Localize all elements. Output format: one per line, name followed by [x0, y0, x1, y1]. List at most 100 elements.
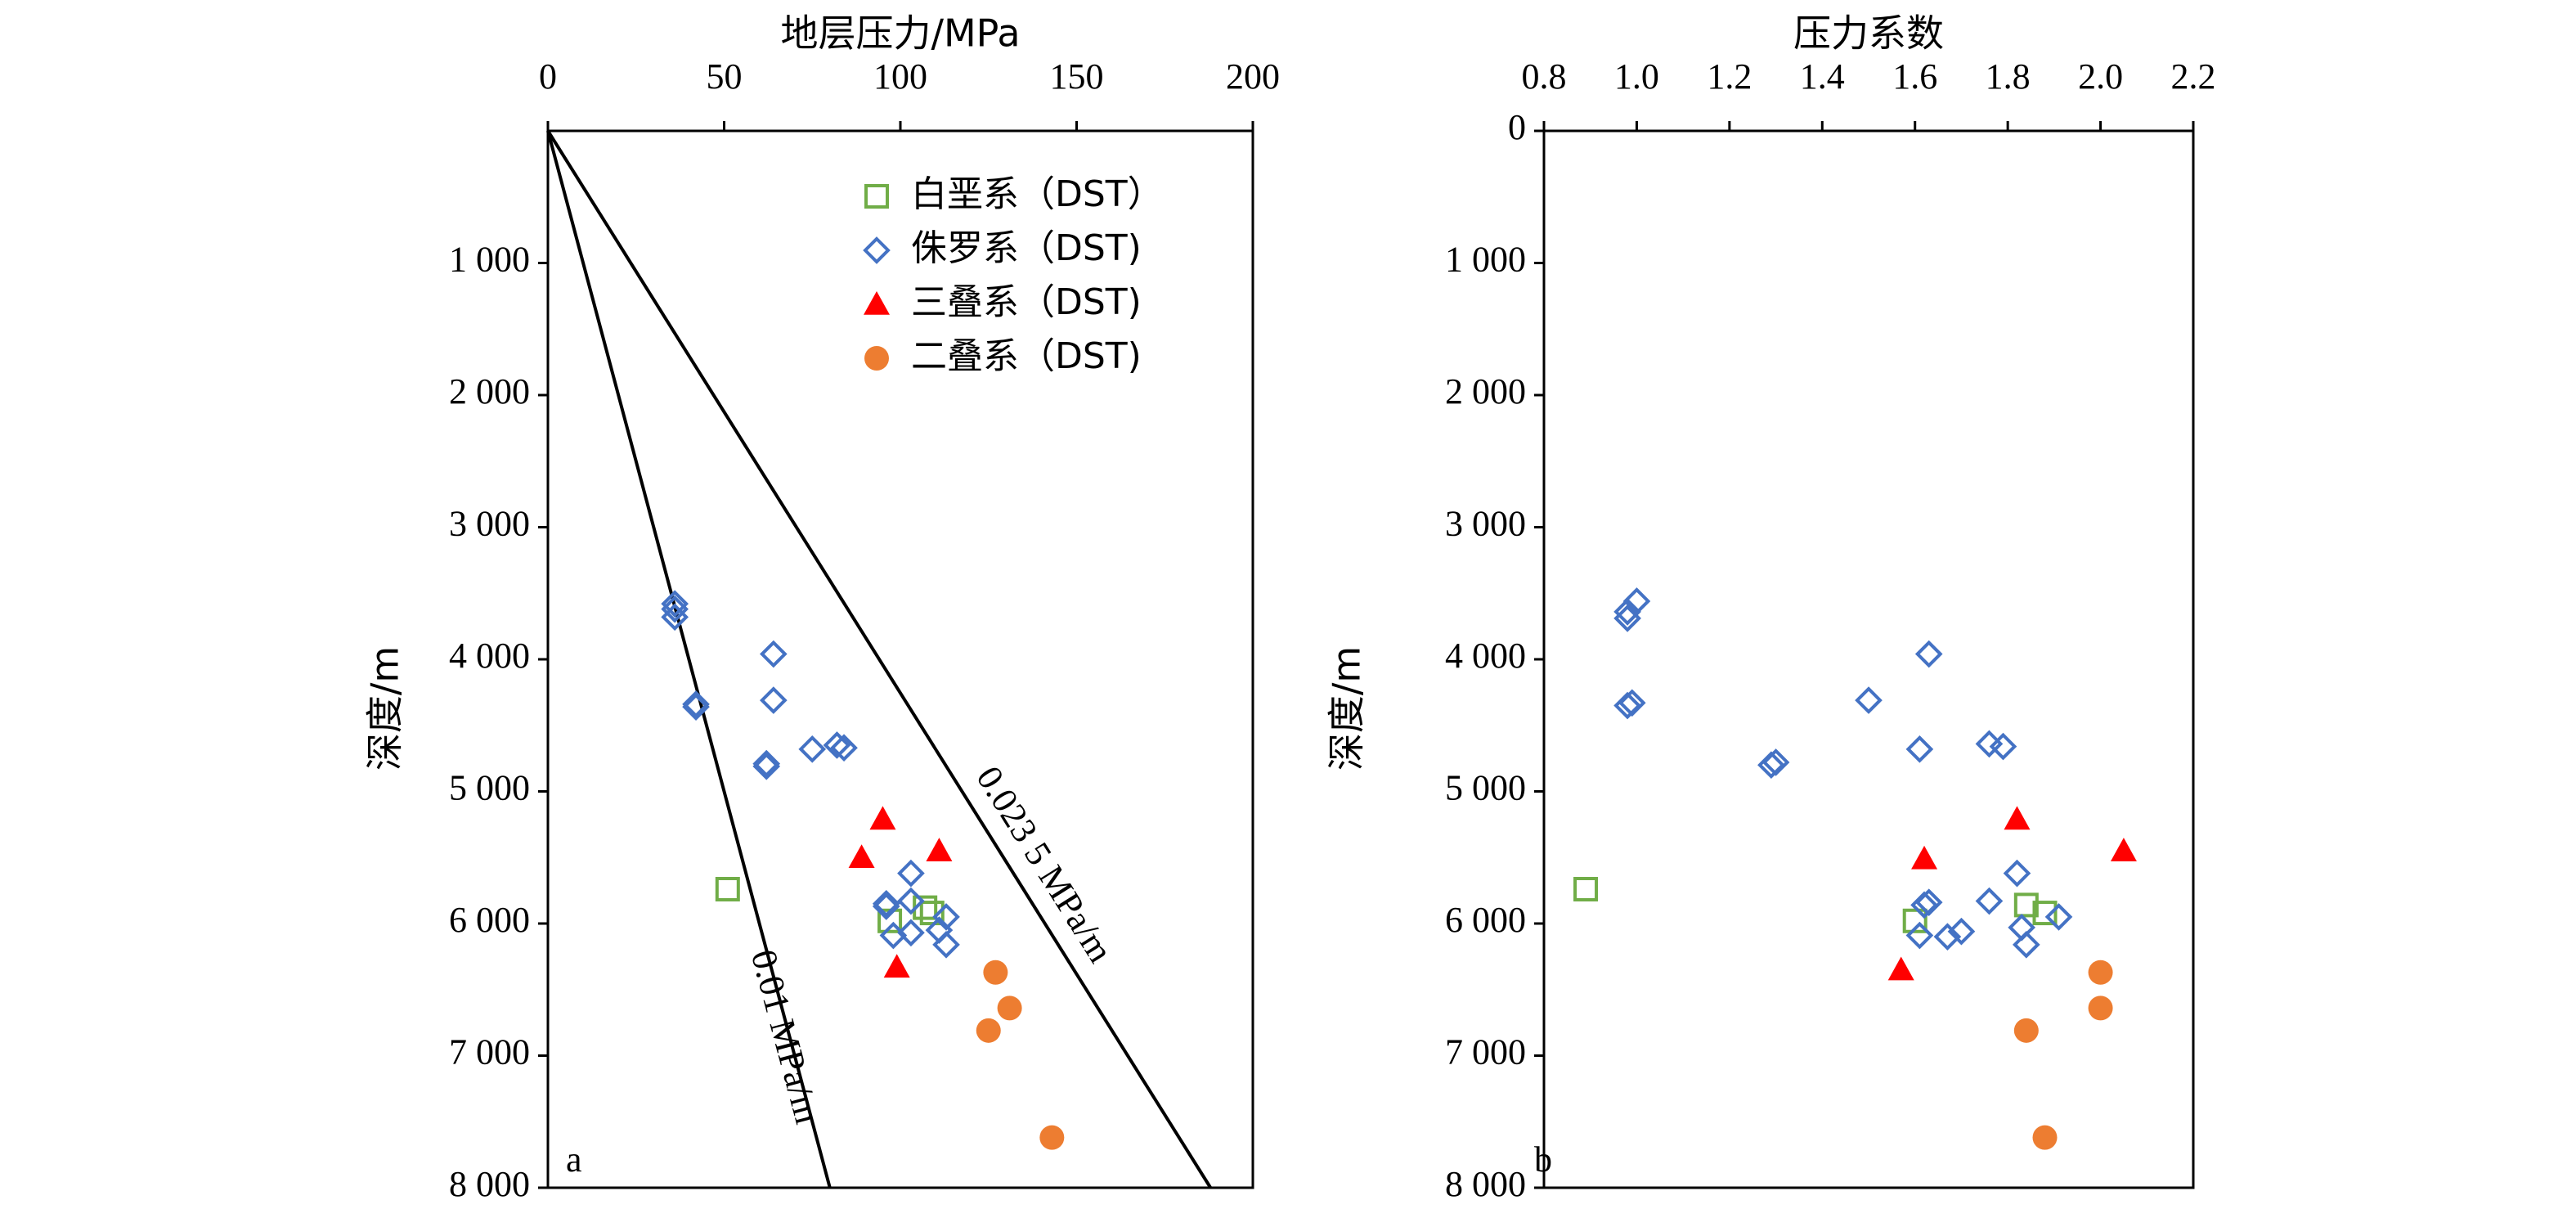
legend-label: 三叠系（DST) [911, 281, 1142, 323]
legend-label: 白垩系（DST） [911, 173, 1164, 215]
data-point [1887, 956, 1914, 981]
data-point [661, 590, 689, 618]
y-tick-label: 6 000 [1445, 900, 1526, 940]
data-point [926, 838, 953, 861]
x-tick-label: 50 [707, 56, 743, 97]
data-point [872, 889, 900, 918]
x-axis-title: 压力系数 [1793, 11, 1944, 56]
y-tick-label: 1 000 [449, 240, 530, 280]
data-point [2088, 960, 2113, 985]
x-tick-label: 2.2 [2171, 56, 2216, 97]
y-tick-label: 1 000 [1445, 240, 1526, 280]
x-tick-label: 150 [1050, 56, 1104, 97]
data-point [798, 735, 827, 763]
data-point [897, 887, 925, 915]
x-tick-label: 1.6 [1892, 56, 1937, 97]
data-point [1039, 1125, 1065, 1150]
data-point [752, 749, 781, 778]
series-3 [976, 960, 1065, 1150]
y-tick-label: 4 000 [1445, 636, 1526, 676]
chart-panel-b: 压力系数 0.8 1.0 1.2 1.4 1.6 1.8 2.0 2.2 0 1 000 2 000 3… [1325, 11, 2216, 1205]
gradient-line [546, 130, 832, 1189]
y-tick-label: 8 000 [449, 1164, 530, 1204]
data-point [823, 731, 851, 759]
legend-marker [863, 236, 891, 264]
data-point [976, 1018, 1001, 1043]
data-point [661, 603, 689, 631]
legend-marker [864, 346, 889, 371]
data-point [2032, 1125, 2058, 1150]
x-tick-label: 0.8 [1522, 56, 1567, 97]
x-tick-label: 1.0 [1614, 56, 1659, 97]
data-point [2003, 859, 2031, 888]
data-point [883, 954, 910, 978]
y-axis-title: 深度/m [1325, 646, 1369, 771]
data-point [932, 903, 960, 931]
y-tick-label: 4 000 [449, 636, 530, 676]
data-point [2032, 901, 2058, 926]
x-tick-label: 2.0 [2078, 56, 2123, 97]
data-point [2088, 996, 2113, 1021]
data-point [661, 595, 689, 623]
y-tick-label: 5 000 [1445, 768, 1526, 808]
data-point [682, 693, 710, 721]
plot-frame [1542, 129, 2195, 1189]
data-point [1613, 598, 1641, 626]
plot-frame [546, 129, 1254, 1189]
data-point [1933, 923, 1962, 951]
y-tick-label: 7 000 [449, 1032, 530, 1072]
data-point [1914, 640, 1943, 668]
y-tick-label: 3 000 [449, 504, 530, 544]
data-point [2013, 892, 2039, 918]
gradient-line [546, 129, 1212, 1189]
data-point [760, 686, 788, 714]
series-1 [661, 590, 960, 959]
legend-label: 侏罗系（DST) [911, 227, 1142, 269]
y-tick-label: 2 000 [449, 371, 530, 411]
x-tick-label: 1.4 [1800, 56, 1845, 97]
data-point [830, 734, 858, 762]
data-point [1618, 689, 1646, 717]
x-tick-label: 1.8 [1986, 56, 2031, 97]
gradient-line-label: 0.01 MPa/m [743, 946, 828, 1128]
legend-marker [864, 184, 889, 209]
data-point [1902, 908, 1928, 933]
data-point [1573, 877, 1599, 902]
data-point [848, 844, 875, 869]
x-axis-title: 地层压力/MPa [780, 11, 1020, 56]
data-point [983, 960, 1008, 985]
data-point [1989, 732, 2017, 761]
y-tick-label: 6 000 [449, 900, 530, 940]
data-point [715, 877, 740, 902]
panel-letter: b [1534, 1139, 1552, 1180]
data-point [1975, 887, 2004, 915]
chart-panel-a: 地层压力/MPa 0 50 100 150 200 1 000 2 000 3 000 4 000… [363, 11, 1281, 1205]
legend-label: 二叠系（DST) [911, 335, 1142, 377]
x-tick-label: 200 [1226, 56, 1280, 97]
data-point [872, 892, 900, 920]
data-point [1905, 735, 1934, 763]
data-point [760, 640, 788, 668]
data-point [2013, 931, 2040, 959]
data-point [1914, 888, 1943, 916]
data-point [1761, 748, 1790, 776]
data-point [932, 931, 960, 959]
data-point [1613, 605, 1641, 632]
y-tick-label: 8 000 [1445, 1164, 1526, 1204]
y-tick-label: 5 000 [449, 768, 530, 808]
x-tick-label: 1.2 [1707, 56, 1752, 97]
data-point [752, 752, 781, 780]
series-0 [1573, 877, 2058, 933]
y-tick-label: 7 000 [1445, 1032, 1526, 1072]
data-point [1905, 921, 1934, 950]
data-point [2013, 1018, 2039, 1043]
y-tick-label: 3 000 [1445, 504, 1526, 544]
data-point [2044, 903, 2073, 931]
data-point [682, 690, 710, 718]
legend: 白垩系（DST） 侏罗系（DST) 三叠系（DST) 二叠系（DST) [863, 173, 1164, 377]
x-tick-label: 0 [539, 56, 557, 97]
series-2 [848, 806, 953, 978]
data-point [897, 919, 925, 947]
data-point [2004, 806, 2031, 830]
